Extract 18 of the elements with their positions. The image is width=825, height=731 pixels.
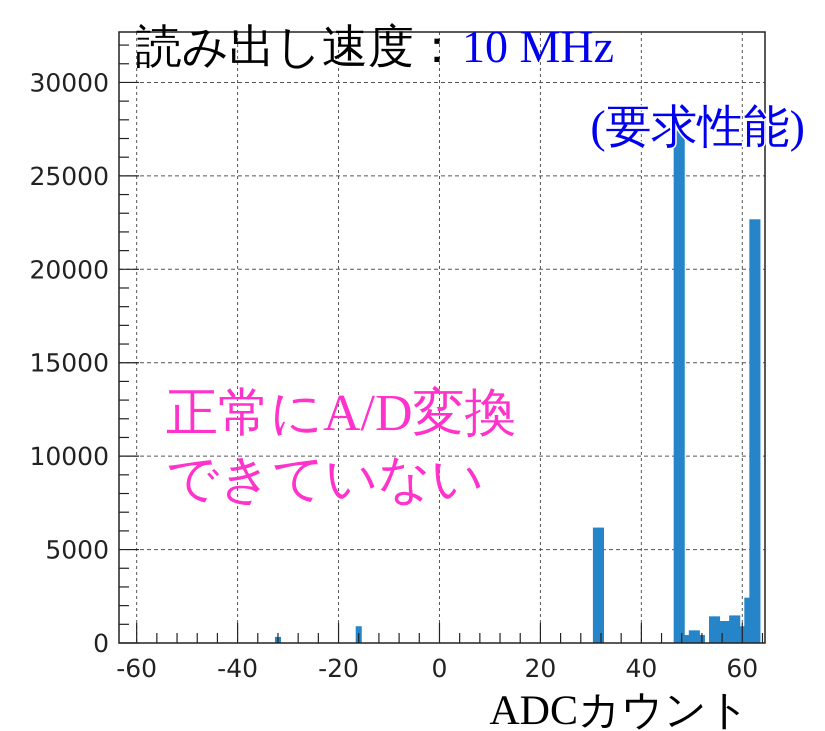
x-tick-label: 0 [432,654,448,683]
x-tick-label: 60 [726,654,758,683]
y-tick-label: 10000 [29,442,109,472]
x-tick-label: -20 [318,654,359,683]
annotation: できていない [166,451,484,508]
chart-title: 読み出し速度： [136,21,460,72]
y-tick-label: 25000 [29,162,109,191]
y-tick-label: 15000 [29,348,109,378]
x-tick-label: -60 [116,654,158,683]
x-tick-label: -40 [217,654,258,683]
x-tick-label: 20 [524,654,556,683]
y-tick-label: 30000 [29,68,109,98]
y-tick-label: 0 [93,629,109,658]
y-tick-label: 5000 [45,536,109,565]
x-tick-label: 40 [625,654,658,683]
annotation: 正常にA/D変換 [166,385,517,442]
y-tick-label: 20000 [29,255,109,284]
x-axis-title: ADCカウント [489,688,750,731]
